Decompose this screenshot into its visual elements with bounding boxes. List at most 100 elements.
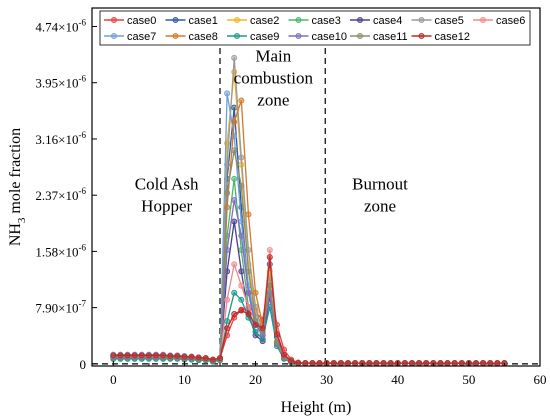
y-axis-title-part: NH (7, 223, 24, 247)
data-point-case12-44 (423, 360, 430, 367)
y-tick-label: 3.16×10-6 (35, 130, 86, 147)
data-point-case9-17 (231, 289, 238, 296)
data-point-case12-39 (387, 360, 394, 367)
data-point-case12-7 (160, 352, 167, 359)
data-point-case10-17 (231, 197, 238, 204)
legend-marker (233, 16, 240, 23)
y-axis-title-subscript: 3 (16, 217, 28, 223)
series-line-case10 (113, 199, 505, 364)
data-point-case12-20 (252, 321, 259, 328)
plot-frame (91, 7, 541, 367)
data-point-case4-18 (238, 268, 245, 275)
data-point-case12-13 (202, 355, 209, 362)
legend-box (99, 10, 531, 46)
legend-label: case5 (435, 15, 464, 27)
legend-label: case0 (127, 15, 156, 27)
data-point-case6-22 (266, 246, 273, 253)
legend-label: case8 (189, 31, 218, 43)
legend-marker (418, 16, 425, 23)
legend-marker (418, 33, 425, 40)
data-point-case12-29 (316, 360, 323, 367)
data-point-case12-26 (295, 360, 302, 367)
legend-item-case7: case7 (104, 31, 156, 43)
data-point-case12-38 (380, 360, 387, 367)
y-tick-label-base: 7.90×10 (35, 301, 78, 316)
data-point-case12-28 (309, 360, 316, 367)
y-tick-label: 7.90×10-7 (35, 299, 86, 316)
series-line-case1 (113, 106, 505, 364)
legend-item-case10: case10 (288, 31, 347, 43)
legend-item-case4: case4 (350, 15, 402, 27)
zone-label-line: combustion (234, 68, 314, 87)
zone-label-0: Cold Ash Hopper (135, 174, 199, 215)
series-line-case9 (113, 292, 505, 364)
data-point-case12-46 (437, 360, 444, 367)
series-line-case8 (113, 99, 505, 364)
x-tick-label: 40 (391, 372, 404, 387)
data-point-case5-17 (231, 54, 238, 61)
series-case6 (110, 246, 508, 367)
x-tick-label: 10 (178, 372, 191, 387)
y-tick-label-exponent: -6 (79, 242, 87, 252)
data-point-case12-32 (337, 360, 344, 367)
data-point-case12-52 (480, 360, 487, 367)
data-point-case5-18 (238, 154, 245, 161)
y-tick-label-exponent: -6 (79, 18, 87, 28)
series-case4 (110, 218, 508, 367)
legend-label: case7 (127, 31, 156, 43)
y-tick-label-exponent: -6 (79, 130, 87, 140)
data-point-case12-41 (401, 360, 408, 367)
legend-item-case11: case11 (350, 31, 408, 43)
data-point-case11-19 (245, 268, 252, 275)
data-point-case12-10 (181, 353, 188, 360)
legend-item-case12: case12 (411, 31, 470, 43)
legend-label: case1 (189, 15, 218, 27)
data-point-case12-51 (472, 360, 479, 367)
series-case7 (110, 90, 508, 367)
legend-label: case6 (496, 15, 525, 27)
data-point-case9-18 (238, 296, 245, 303)
y-tick-label-base: 0 (80, 357, 87, 372)
legend-item-case2: case2 (227, 15, 279, 27)
data-point-case12-31 (330, 360, 337, 367)
data-point-case6-17 (231, 261, 238, 268)
data-point-case12-23 (273, 330, 280, 337)
y-tick-label: 1.58×10-6 (35, 242, 86, 259)
legend-label: case2 (250, 15, 279, 27)
zone-label-line: zone (364, 196, 396, 215)
legend-marker (172, 16, 179, 23)
legend-item-case5: case5 (411, 15, 464, 27)
zone-label-line: Hopper (141, 196, 192, 215)
data-point-case10-18 (238, 232, 245, 239)
data-point-case12-9 (174, 353, 181, 360)
series-line-case12 (113, 256, 505, 364)
data-point-case9-20 (252, 328, 259, 335)
zone-label-line: Cold Ash (135, 174, 199, 193)
x-tick-label: 20 (249, 372, 262, 387)
data-point-case12-37 (373, 360, 380, 367)
data-point-case12-18 (238, 307, 245, 314)
legend-label: case9 (250, 31, 279, 43)
x-tick-label: 60 (534, 372, 547, 387)
zone-label-1: Main combustion zone (234, 46, 314, 109)
series-line-case4 (113, 220, 505, 364)
data-point-case12-21 (259, 325, 266, 332)
data-point-case12-4 (138, 352, 145, 359)
data-point-case11-16 (224, 190, 231, 197)
series-line-case7 (113, 92, 505, 364)
data-point-case12-34 (352, 360, 359, 367)
legend-label: case10 (312, 31, 347, 43)
y-axis-title-part: mole fraction (7, 128, 24, 218)
series-line-case0 (113, 277, 505, 364)
data-point-case11-18 (238, 182, 245, 189)
y-tick-label-exponent: -6 (79, 74, 87, 84)
data-point-case7-16 (224, 90, 231, 97)
data-point-case3-17 (231, 175, 238, 182)
data-point-case12-19 (245, 311, 252, 318)
series-line-case2 (113, 71, 505, 364)
y-tick-label-base: 3.95×10 (35, 76, 78, 91)
legend-label: case3 (312, 15, 341, 27)
data-point-case9-16 (224, 318, 231, 325)
